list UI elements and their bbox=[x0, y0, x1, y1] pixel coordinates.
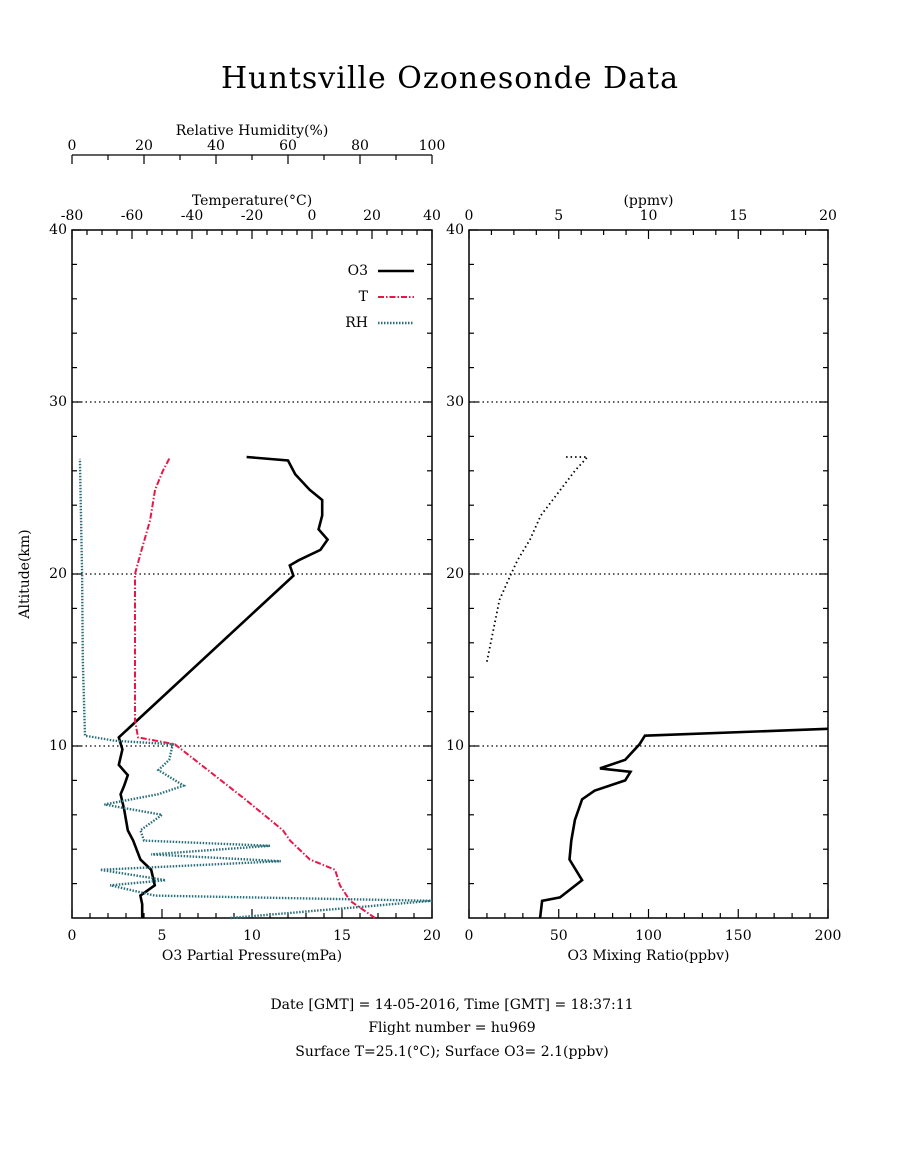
x3-tick-label: 20 bbox=[135, 138, 153, 154]
x2-tick-label: 15 bbox=[729, 208, 747, 224]
x3-tick-label: 100 bbox=[419, 138, 446, 154]
x2-tick-label: 0 bbox=[308, 208, 317, 224]
y-tick-label: 10 bbox=[49, 738, 67, 754]
x2-tick-label: 20 bbox=[363, 208, 381, 224]
data-line bbox=[78, 458, 433, 920]
x-tick-label: 5 bbox=[158, 928, 167, 944]
x-tick-label: 0 bbox=[465, 928, 474, 944]
x-tick-label: 100 bbox=[635, 928, 662, 944]
y-tick-label: 20 bbox=[446, 566, 464, 582]
x-axis-label: O3 Partial Pressure(mPa) bbox=[162, 948, 342, 964]
x2-tick-label: 5 bbox=[554, 208, 563, 224]
page-title: Huntsville Ozonesonde Data bbox=[221, 61, 679, 96]
footer-line: Date [GMT] = 14-05-2016, Time [GMT] = 18… bbox=[270, 997, 633, 1013]
x3-tick-label: 40 bbox=[207, 138, 225, 154]
footer-line: Surface T=25.1(°C); Surface O3= 2.1(ppbv… bbox=[295, 1044, 608, 1060]
data-line bbox=[486, 456, 590, 662]
x2-tick-label: -80 bbox=[61, 208, 84, 224]
x2-axis-label: (ppmv) bbox=[623, 193, 673, 209]
x-tick-label: 150 bbox=[725, 928, 752, 944]
y-tick-label: 40 bbox=[49, 222, 67, 238]
data-line bbox=[117, 455, 330, 918]
x2-tick-label: -20 bbox=[241, 208, 264, 224]
x3-tick-label: 80 bbox=[351, 138, 369, 154]
x2-tick-label: -40 bbox=[181, 208, 204, 224]
y-tick-label: 10 bbox=[446, 738, 464, 754]
y-axis-label: Altitude(km) bbox=[17, 529, 33, 619]
x3-tick-label: 60 bbox=[279, 138, 297, 154]
x-tick-label: 50 bbox=[550, 928, 568, 944]
x-axis-label: O3 Mixing Ratio(ppbv) bbox=[568, 948, 730, 964]
y-tick-label: 30 bbox=[49, 394, 67, 410]
footer-line: Flight number = hu969 bbox=[368, 1020, 535, 1036]
data-line bbox=[134, 456, 376, 919]
x-tick-label: 0 bbox=[68, 928, 77, 944]
legend-label: T bbox=[359, 289, 369, 305]
plot-frame bbox=[468, 229, 829, 919]
x2-tick-label: 0 bbox=[465, 208, 474, 224]
x2-tick-label: 20 bbox=[819, 208, 837, 224]
x-tick-label: 15 bbox=[333, 928, 351, 944]
y-tick-label: 20 bbox=[49, 566, 67, 582]
legend-label: O3 bbox=[348, 263, 368, 279]
x-tick-label: 10 bbox=[243, 928, 261, 944]
x3-axis-label: Relative Humidity(%) bbox=[176, 123, 329, 139]
x-tick-label: 20 bbox=[423, 928, 441, 944]
x2-tick-label: -60 bbox=[121, 208, 144, 224]
y-tick-label: 30 bbox=[446, 394, 464, 410]
x2-tick-label: 40 bbox=[423, 208, 441, 224]
data-line bbox=[538, 727, 829, 919]
x2-axis-label: Temperature(°C) bbox=[192, 193, 312, 209]
x2-tick-label: 10 bbox=[640, 208, 658, 224]
x-tick-label: 200 bbox=[815, 928, 842, 944]
y-tick-label: 40 bbox=[446, 222, 464, 238]
legend-label: RH bbox=[345, 315, 368, 331]
x3-tick-label: 0 bbox=[68, 138, 77, 154]
